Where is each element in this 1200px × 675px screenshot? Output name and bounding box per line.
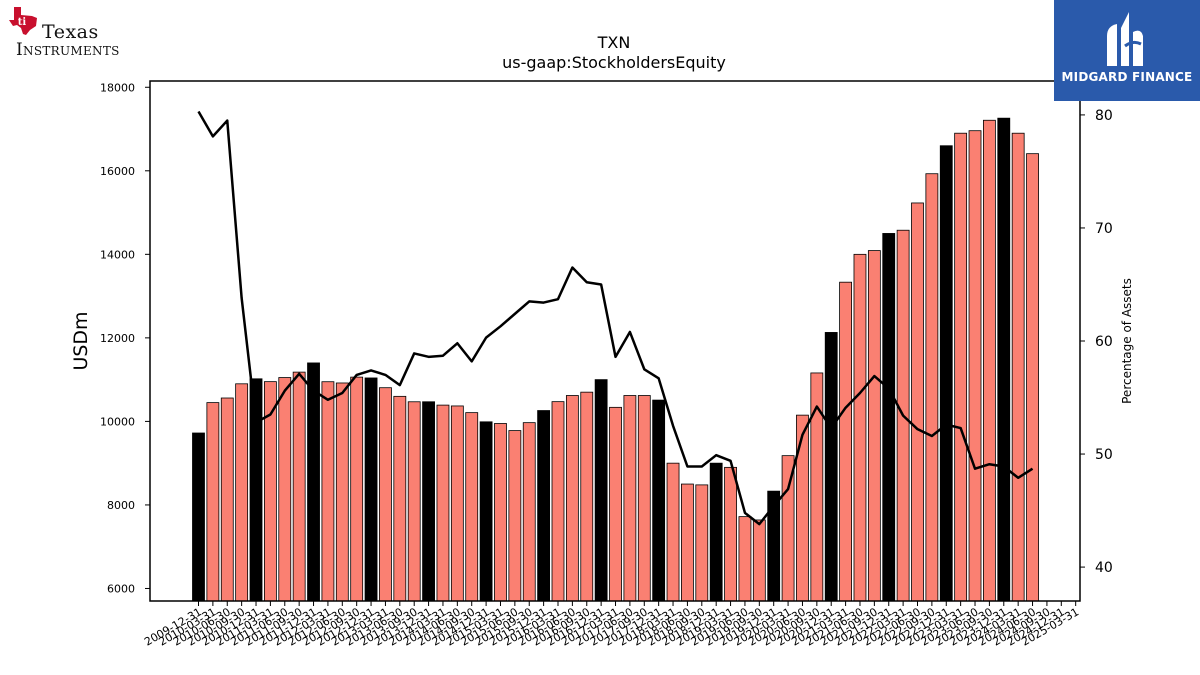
texas-state-icon: ti: [9, 7, 37, 35]
bar-2012-06-30: [335, 382, 349, 602]
y-tick-label-6000: 6000: [107, 582, 135, 595]
midgard-logo-text: MIDGARD FINANCE: [1061, 70, 1193, 84]
bar-2012-12-31: [364, 377, 378, 602]
midgard-m-icon: [1107, 12, 1143, 67]
y2-tick-label-70: 70: [1095, 221, 1113, 237]
bar-2015-03-31: [494, 423, 507, 602]
percentage-line: [197, 110, 1034, 526]
bar-2014-12-31: [479, 421, 493, 602]
bar-2023-12-31: [997, 117, 1011, 602]
bar-2012-09-30: [350, 376, 364, 602]
bar-2021-06-30: [853, 253, 867, 602]
bar-2016-09-30: [580, 391, 594, 602]
bar-2011-06-30: [278, 377, 292, 602]
bar-2024-06-30: [1026, 153, 1039, 602]
percentage-line-series: [197, 110, 1034, 526]
chart-title: TXN: [597, 33, 631, 52]
bar-2023-03-31: [954, 132, 968, 602]
y2-tick-label-60: 60: [1095, 334, 1113, 350]
bar-2020-12-31: [824, 332, 838, 602]
bar-2016-06-30: [565, 395, 579, 602]
bar-series: [192, 117, 1039, 602]
bar-2013-03-31: [379, 387, 392, 602]
bar-2023-06-30: [968, 130, 982, 602]
bar-2018-06-30: [681, 483, 694, 602]
bar-2019-09-30: [752, 519, 766, 602]
bar-2018-12-31: [709, 462, 723, 602]
bar-2014-06-30: [450, 405, 464, 602]
y-tick-label-16000: 16000: [100, 165, 135, 178]
bar-2009-12-31: [192, 432, 205, 602]
bar-2022-12-31: [939, 145, 953, 602]
bar-2021-03-31: [839, 281, 852, 602]
chart-subtitle: us-gaap:StockholdersEquity: [502, 53, 726, 72]
bar-2014-09-30: [465, 412, 479, 602]
bar-2021-12-31: [882, 233, 896, 602]
y-tick-label-14000: 14000: [100, 248, 135, 261]
bar-2019-03-31: [724, 466, 737, 602]
y2-tick-label-40: 40: [1095, 560, 1113, 576]
bar-2018-03-31: [666, 462, 680, 602]
bar-2022-09-30: [925, 173, 939, 602]
bar-2016-12-31: [594, 379, 608, 602]
y-tick-label-18000: 18000: [100, 81, 135, 94]
bar-2010-03-31: [206, 402, 220, 602]
bar-2013-09-30: [407, 401, 421, 602]
bar-2010-09-30: [235, 383, 249, 602]
bar-2020-06-30: [796, 414, 809, 602]
axes: 6000 8000 10000 12000 14000 16000 18000 40 50 60 7…: [100, 80, 1113, 649]
bar-2013-06-30: [393, 395, 407, 602]
y2-tick-label-50: 50: [1095, 447, 1113, 463]
midgard-finance-logo: MIDGARD FINANCE: [1054, 0, 1200, 101]
bar-2015-06-30: [508, 430, 522, 602]
y-axis-label: USDm: [70, 311, 92, 370]
bar-2014-03-31: [436, 404, 450, 602]
y-tick-label-8000: 8000: [107, 499, 135, 512]
bar-2018-09-30: [695, 484, 709, 602]
y-tick-label-10000: 10000: [100, 415, 135, 428]
y2-axis-label: Percentage of Assets: [1120, 278, 1134, 404]
texas-instruments-logo: ti Texas Instruments: [8, 6, 138, 59]
svg-text:ti: ti: [18, 17, 27, 28]
bar-2017-09-30: [637, 395, 651, 602]
bar-2010-06-30: [220, 397, 234, 602]
logo-line-1: Texas: [42, 21, 99, 43]
bar-2022-06-30: [911, 202, 924, 602]
bar-2015-12-31: [537, 410, 551, 602]
y-tick-label-12000: 12000: [100, 332, 135, 345]
bar-2011-09-30: [292, 371, 306, 602]
bar-2017-06-30: [623, 395, 637, 602]
bar-2016-03-31: [551, 401, 565, 602]
bar-2021-09-30: [867, 250, 881, 602]
bar-2011-12-31: [307, 362, 320, 602]
bar-2023-09-30: [983, 119, 996, 602]
y2-tick-label-80: 80: [1095, 108, 1113, 124]
bar-2015-09-30: [522, 422, 536, 602]
bar-2017-12-31: [652, 399, 666, 602]
bar-2012-03-31: [321, 381, 335, 602]
bar-2013-12-31: [422, 401, 435, 602]
bar-2017-03-31: [609, 406, 622, 602]
bar-2019-06-30: [738, 516, 752, 602]
logo-line-2: Instruments: [16, 40, 120, 60]
bar-2024-03-31: [1011, 132, 1025, 602]
